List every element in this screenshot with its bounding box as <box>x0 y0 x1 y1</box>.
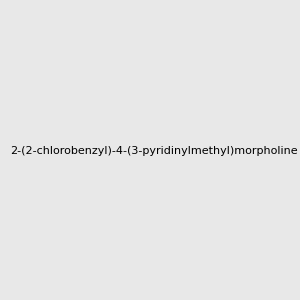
Text: 2-(2-chlorobenzyl)-4-(3-pyridinylmethyl)morpholine: 2-(2-chlorobenzyl)-4-(3-pyridinylmethyl)… <box>10 146 298 157</box>
